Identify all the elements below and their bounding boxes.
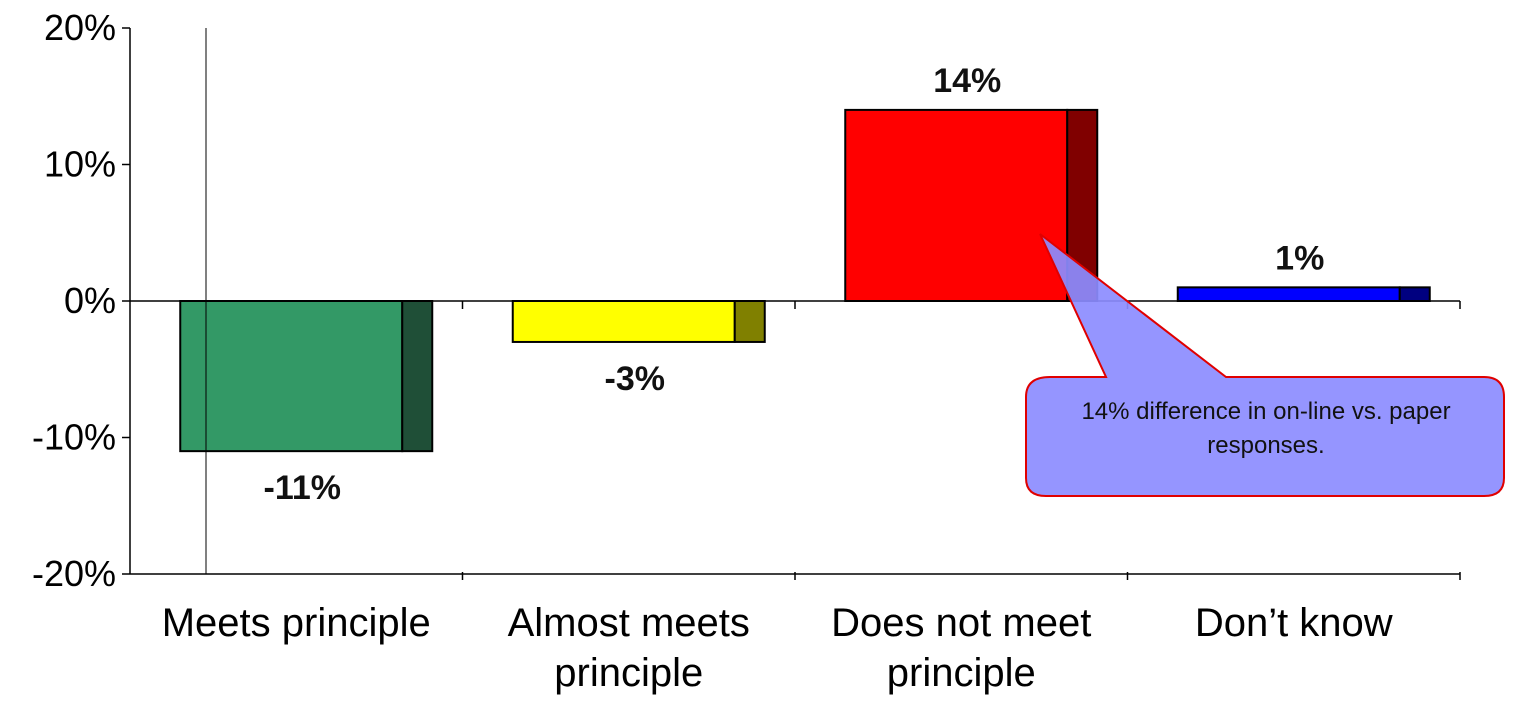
callout-shape xyxy=(1025,233,1505,497)
bar-side xyxy=(1398,286,1431,303)
y-tick-label: 10% xyxy=(44,144,116,185)
x-category-label: Does not meet principle xyxy=(831,601,1091,695)
value-label: -3% xyxy=(605,360,665,398)
annotation-text: 14% difference in on-line vs. paper resp… xyxy=(1081,398,1451,459)
value-label: 14% xyxy=(933,62,1001,100)
bar xyxy=(1176,286,1401,303)
bar xyxy=(511,300,736,343)
y-ticks-group: 20% 10% 0% -10% -20% xyxy=(32,7,130,594)
bar xyxy=(179,300,404,453)
y-tick-label: -10% xyxy=(32,417,116,458)
bar-side xyxy=(733,300,766,343)
y-tick-label: 0% xyxy=(64,280,116,321)
value-labels-group: -11% -3% 14% 1% xyxy=(264,62,1325,507)
x-category-label: Meets principle xyxy=(162,601,431,645)
x-labels-group: Meets principle Almost meets principle Does… xyxy=(162,601,1393,695)
value-label: -11% xyxy=(264,469,342,507)
value-label: 1% xyxy=(1275,239,1324,277)
y-tick-label: 20% xyxy=(44,7,116,48)
annotation-callout xyxy=(1025,233,1505,497)
bar-side xyxy=(401,300,434,453)
x-category-label: Almost meets principle xyxy=(508,601,750,695)
bar xyxy=(844,108,1069,303)
x-category-label: Don’t know xyxy=(1195,601,1393,645)
y-tick-label: -20% xyxy=(32,553,116,594)
